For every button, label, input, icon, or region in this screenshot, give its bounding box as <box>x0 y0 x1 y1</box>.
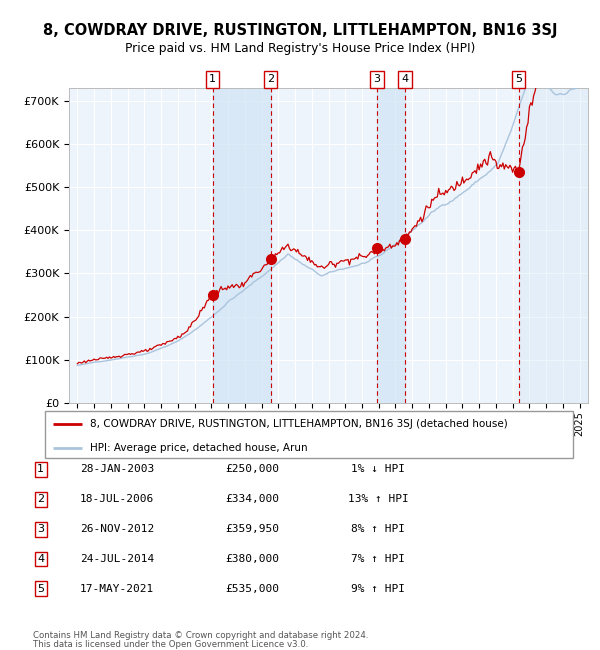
Text: 1: 1 <box>209 75 216 84</box>
Text: 9% ↑ HPI: 9% ↑ HPI <box>351 584 405 594</box>
Text: HPI: Average price, detached house, Arun: HPI: Average price, detached house, Arun <box>90 443 308 453</box>
Text: 24-JUL-2014: 24-JUL-2014 <box>80 554 154 564</box>
Text: 2: 2 <box>267 75 274 84</box>
Text: This data is licensed under the Open Government Licence v3.0.: This data is licensed under the Open Gov… <box>33 640 308 649</box>
Text: 7% ↑ HPI: 7% ↑ HPI <box>351 554 405 564</box>
Text: 8% ↑ HPI: 8% ↑ HPI <box>351 524 405 534</box>
Text: 18-JUL-2006: 18-JUL-2006 <box>80 494 154 504</box>
Text: 13% ↑ HPI: 13% ↑ HPI <box>347 494 409 504</box>
Text: £359,950: £359,950 <box>225 524 279 534</box>
Text: 1: 1 <box>37 464 44 474</box>
Text: 1% ↓ HPI: 1% ↓ HPI <box>351 464 405 474</box>
Text: £380,000: £380,000 <box>225 554 279 564</box>
Text: 26-NOV-2012: 26-NOV-2012 <box>80 524 154 534</box>
Bar <box>377 88 405 403</box>
Text: £535,000: £535,000 <box>225 584 279 594</box>
Text: Contains HM Land Registry data © Crown copyright and database right 2024.: Contains HM Land Registry data © Crown c… <box>33 631 368 640</box>
Text: 28-JAN-2003: 28-JAN-2003 <box>80 464 154 474</box>
Text: 4: 4 <box>401 75 409 84</box>
Text: 2: 2 <box>37 494 44 504</box>
Text: 5: 5 <box>37 584 44 594</box>
Text: £250,000: £250,000 <box>225 464 279 474</box>
Text: 3: 3 <box>37 524 44 534</box>
Text: 8, COWDRAY DRIVE, RUSTINGTON, LITTLEHAMPTON, BN16 3SJ (detached house): 8, COWDRAY DRIVE, RUSTINGTON, LITTLEHAMP… <box>90 419 508 429</box>
Text: 3: 3 <box>374 75 380 84</box>
Text: 4: 4 <box>37 554 44 564</box>
Bar <box>212 88 271 403</box>
Text: Price paid vs. HM Land Registry's House Price Index (HPI): Price paid vs. HM Land Registry's House … <box>125 42 475 55</box>
Text: 8, COWDRAY DRIVE, RUSTINGTON, LITTLEHAMPTON, BN16 3SJ: 8, COWDRAY DRIVE, RUSTINGTON, LITTLEHAMP… <box>43 23 557 38</box>
Text: 17-MAY-2021: 17-MAY-2021 <box>80 584 154 594</box>
Text: £334,000: £334,000 <box>225 494 279 504</box>
Text: 5: 5 <box>515 75 523 84</box>
Bar <box>519 88 588 403</box>
